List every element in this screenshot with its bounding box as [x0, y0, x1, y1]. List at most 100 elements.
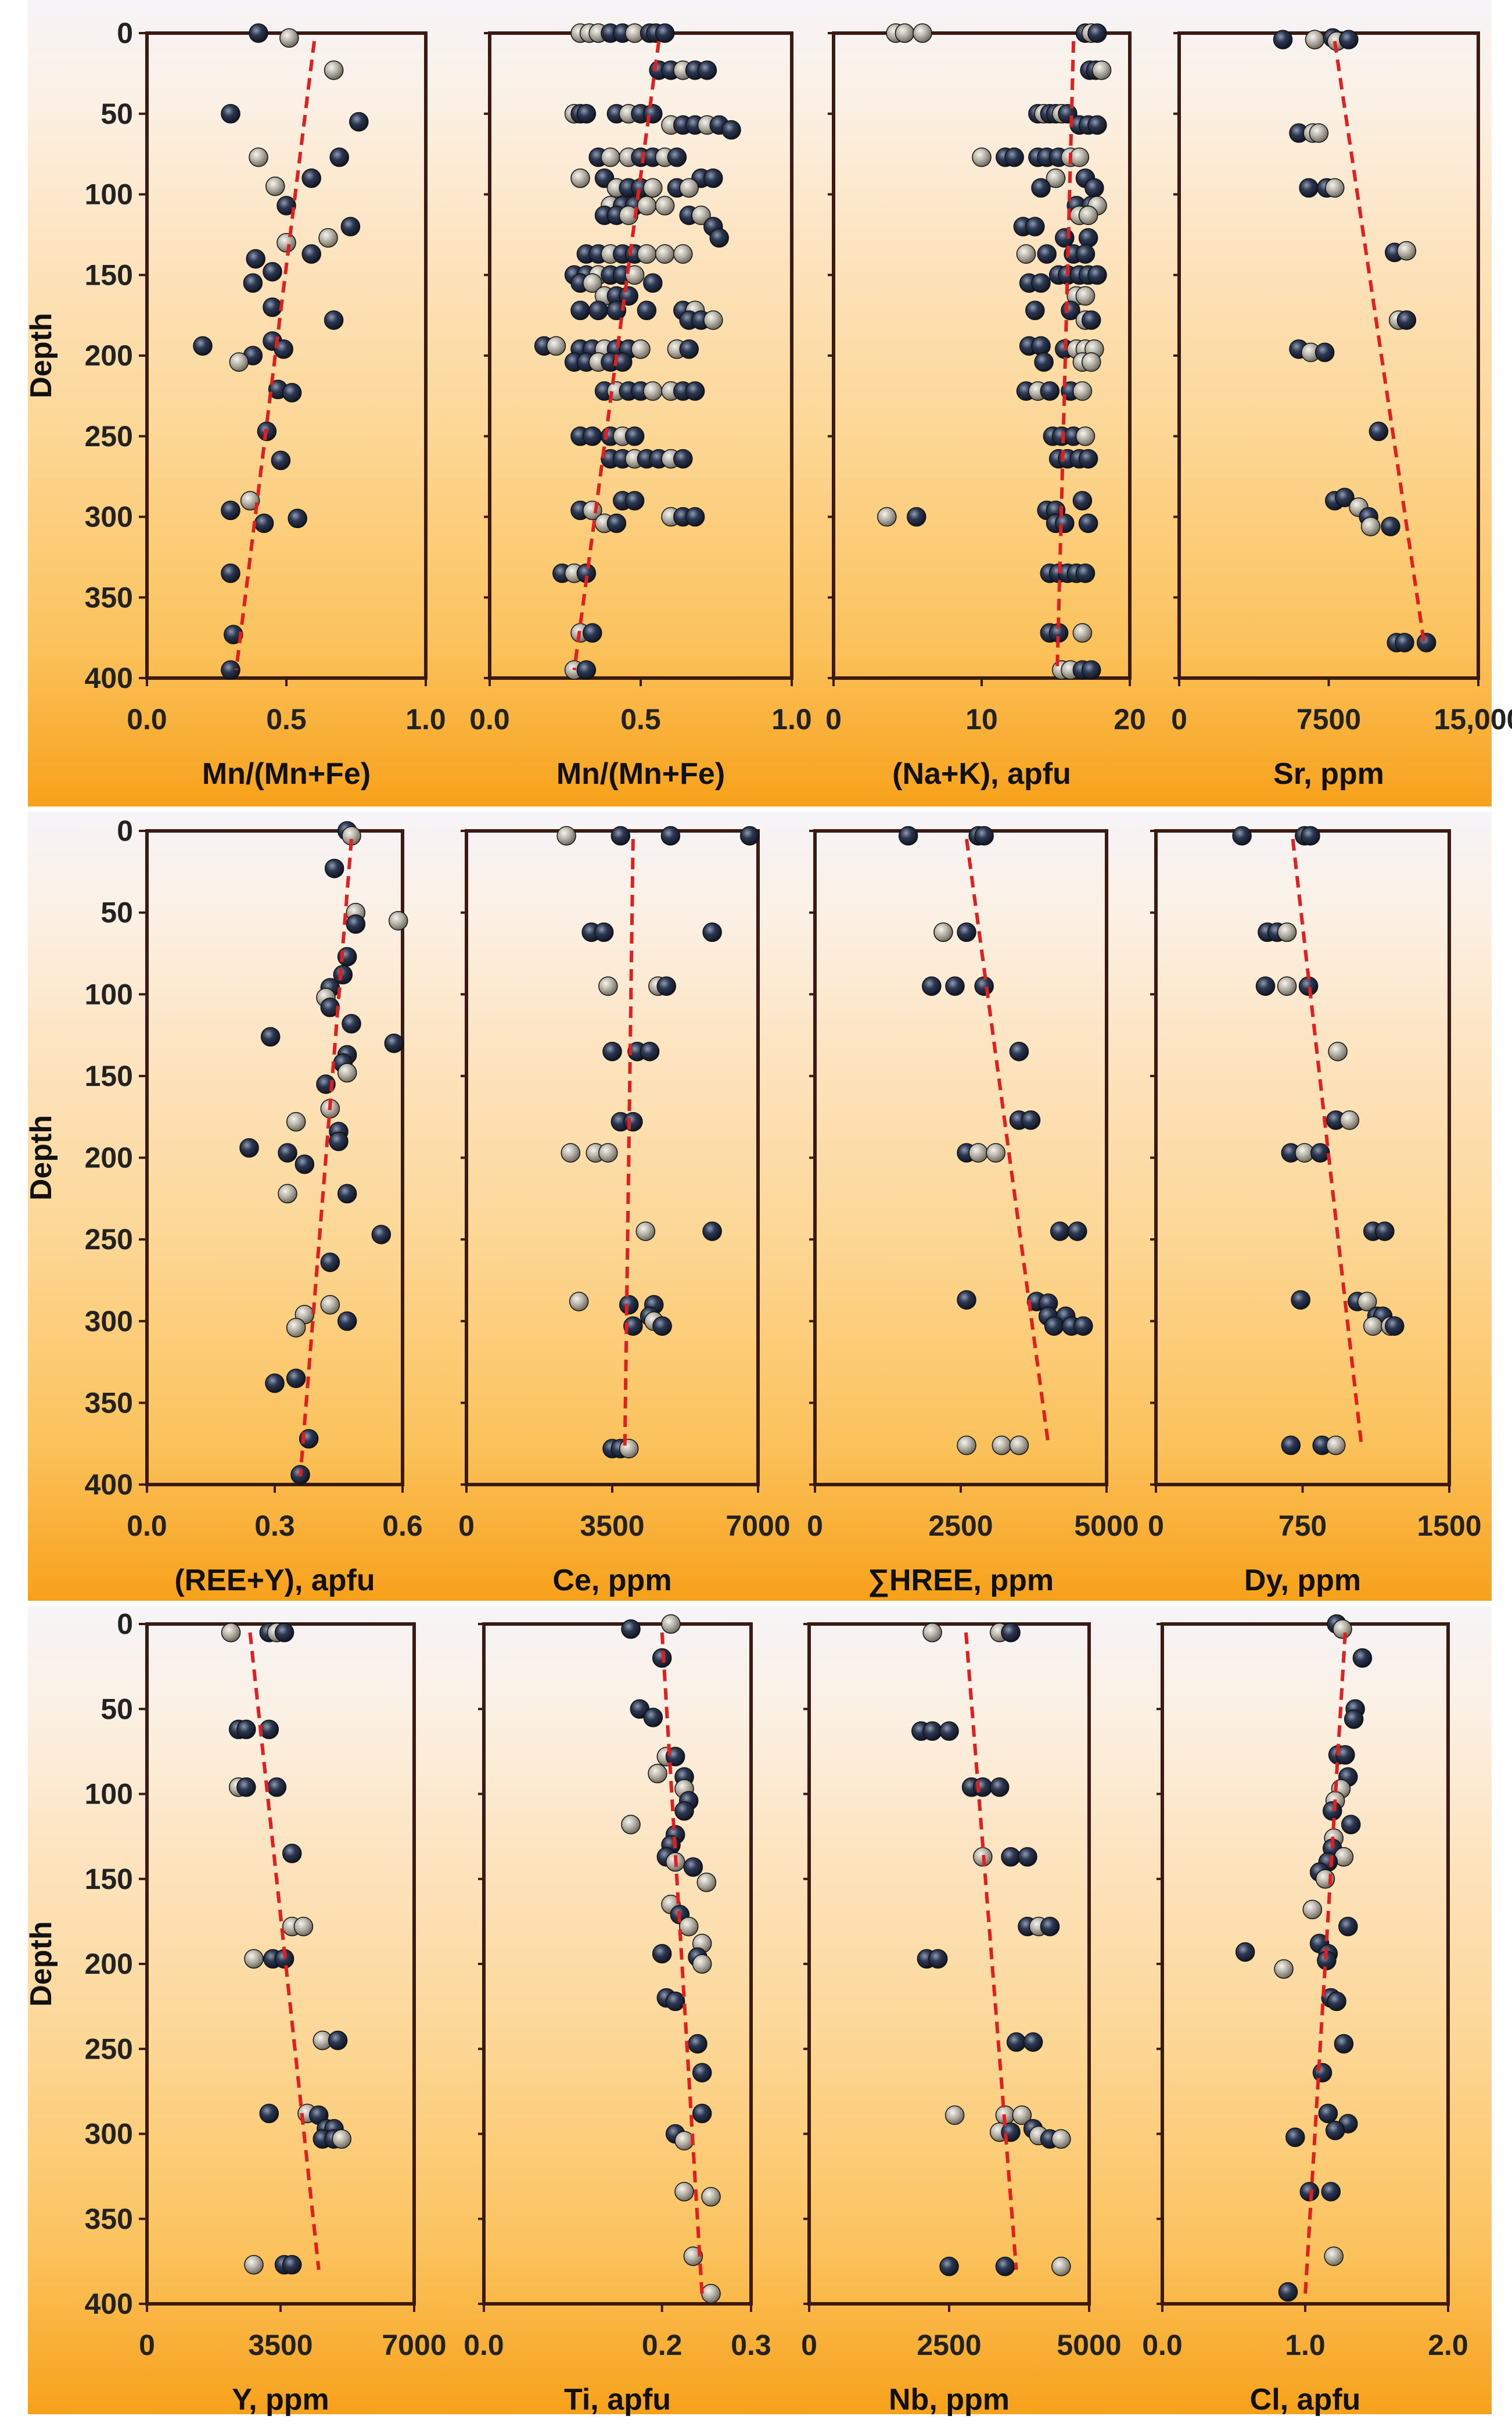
- data-point: [556, 826, 576, 846]
- y-tick-label: 400: [85, 662, 133, 694]
- x-tick-label: 7000: [726, 1510, 790, 1542]
- data-point: [324, 858, 344, 879]
- panel-11: 0 2500 5000 Nb, ppm: [801, 1622, 1122, 2417]
- data-point: [624, 491, 645, 511]
- data-point: [1322, 1801, 1342, 1821]
- y-axis-title: Depth: [24, 313, 58, 398]
- data-point: [701, 2283, 721, 2304]
- data-point: [1324, 2246, 1344, 2266]
- data-point: [655, 244, 675, 264]
- data-point: [643, 1708, 663, 1727]
- x-axis-title: ∑HREE, ppm: [868, 1564, 1054, 1597]
- data-point: [1031, 336, 1051, 356]
- data-point: [236, 1777, 256, 1797]
- data-point: [1046, 169, 1066, 188]
- panel-1: 0 50 100 150 200 250 300 350 400 0.0 0.5 1.0 Mn/(Mn+…: [24, 17, 446, 791]
- data-point: [621, 1619, 641, 1639]
- data-point: [221, 660, 240, 680]
- data-point: [945, 976, 965, 996]
- data-point: [1325, 178, 1345, 198]
- data-point: [688, 2034, 707, 2054]
- x-tick-label: 5000: [1074, 1510, 1139, 1542]
- data-point: [349, 112, 369, 132]
- data-point: [324, 310, 344, 330]
- x-tick-label: 0.2: [642, 2329, 683, 2361]
- data-point: [1040, 381, 1060, 401]
- data-point: [679, 339, 699, 359]
- x-tick-label: 1.0: [771, 703, 812, 736]
- y-tick-label: 200: [85, 1948, 133, 1980]
- data-point: [1037, 244, 1057, 264]
- data-point: [576, 660, 597, 680]
- data-point: [1335, 487, 1355, 507]
- data-point: [278, 1184, 297, 1204]
- data-point: [1091, 60, 1112, 80]
- x-axis-title: (Na+K), apfu: [892, 757, 1071, 791]
- trend-line: [1333, 41, 1427, 646]
- data-point: [267, 1777, 287, 1797]
- data-point: [337, 1063, 357, 1082]
- data-point: [673, 449, 693, 469]
- data-point: [697, 60, 717, 80]
- data-point: [279, 28, 299, 48]
- data-point: [1310, 1143, 1330, 1163]
- data-point: [320, 1252, 340, 1272]
- data-point: [709, 228, 729, 248]
- data-point: [244, 2254, 264, 2275]
- data-point: [236, 1719, 256, 1740]
- data-point: [229, 352, 249, 372]
- data-point: [703, 169, 723, 188]
- data-point: [974, 826, 994, 846]
- data-point: [1009, 1435, 1029, 1456]
- data-point: [922, 1721, 942, 1741]
- data-point: [259, 2103, 279, 2124]
- trend-line: [248, 1632, 321, 2270]
- x-tick-label: 0: [458, 1510, 475, 1542]
- y-tick-label: 300: [85, 2118, 133, 2150]
- data-point: [329, 1131, 349, 1152]
- data-point: [1321, 2182, 1341, 2202]
- data-point: [685, 381, 705, 401]
- panel-8: 0 750 1500 Dy, ppm: [1148, 826, 1482, 1597]
- data-point: [702, 922, 722, 942]
- x-tick-label: 0.0: [464, 2329, 504, 2361]
- data-point: [877, 507, 897, 527]
- trend-line: [572, 41, 661, 671]
- data-point: [286, 1112, 306, 1132]
- data-point: [265, 1373, 285, 1393]
- data-point: [329, 147, 349, 167]
- data-point: [631, 339, 651, 359]
- data-point: [692, 2063, 712, 2082]
- data-point: [1081, 352, 1101, 372]
- data-point: [678, 1916, 699, 1937]
- data-point: [656, 976, 676, 996]
- data-point: [224, 625, 243, 644]
- data-point: [1301, 826, 1320, 846]
- data-point: [333, 965, 353, 985]
- data-point: [660, 826, 681, 846]
- data-point: [1338, 1916, 1358, 1937]
- y-tick-label: 350: [85, 1386, 133, 1419]
- data-point: [1072, 491, 1093, 511]
- data-point: [244, 1949, 264, 1969]
- y-tick-label: 100: [85, 978, 133, 1010]
- data-point: [265, 176, 285, 196]
- y-tick-label: 250: [85, 2032, 133, 2065]
- x-tick-label: 3500: [580, 1510, 644, 1542]
- x-tick-label: 15,000: [1434, 703, 1512, 736]
- x-tick-label: 0.5: [266, 703, 307, 736]
- data-point: [583, 426, 602, 446]
- data-point: [221, 563, 240, 583]
- data-point: [637, 300, 657, 321]
- y-tick-label: 350: [85, 2203, 133, 2235]
- data-point: [635, 1221, 656, 1241]
- data-point: [685, 507, 705, 527]
- data-point: [1075, 563, 1096, 583]
- x-tick-label: 0: [825, 703, 842, 736]
- data-point: [1339, 30, 1359, 49]
- data-point: [332, 2129, 351, 2149]
- panel-10: 0.0 0.2 0.3 Ti, apfu: [464, 1614, 771, 2417]
- data-point: [263, 297, 282, 317]
- data-point: [1051, 2256, 1071, 2277]
